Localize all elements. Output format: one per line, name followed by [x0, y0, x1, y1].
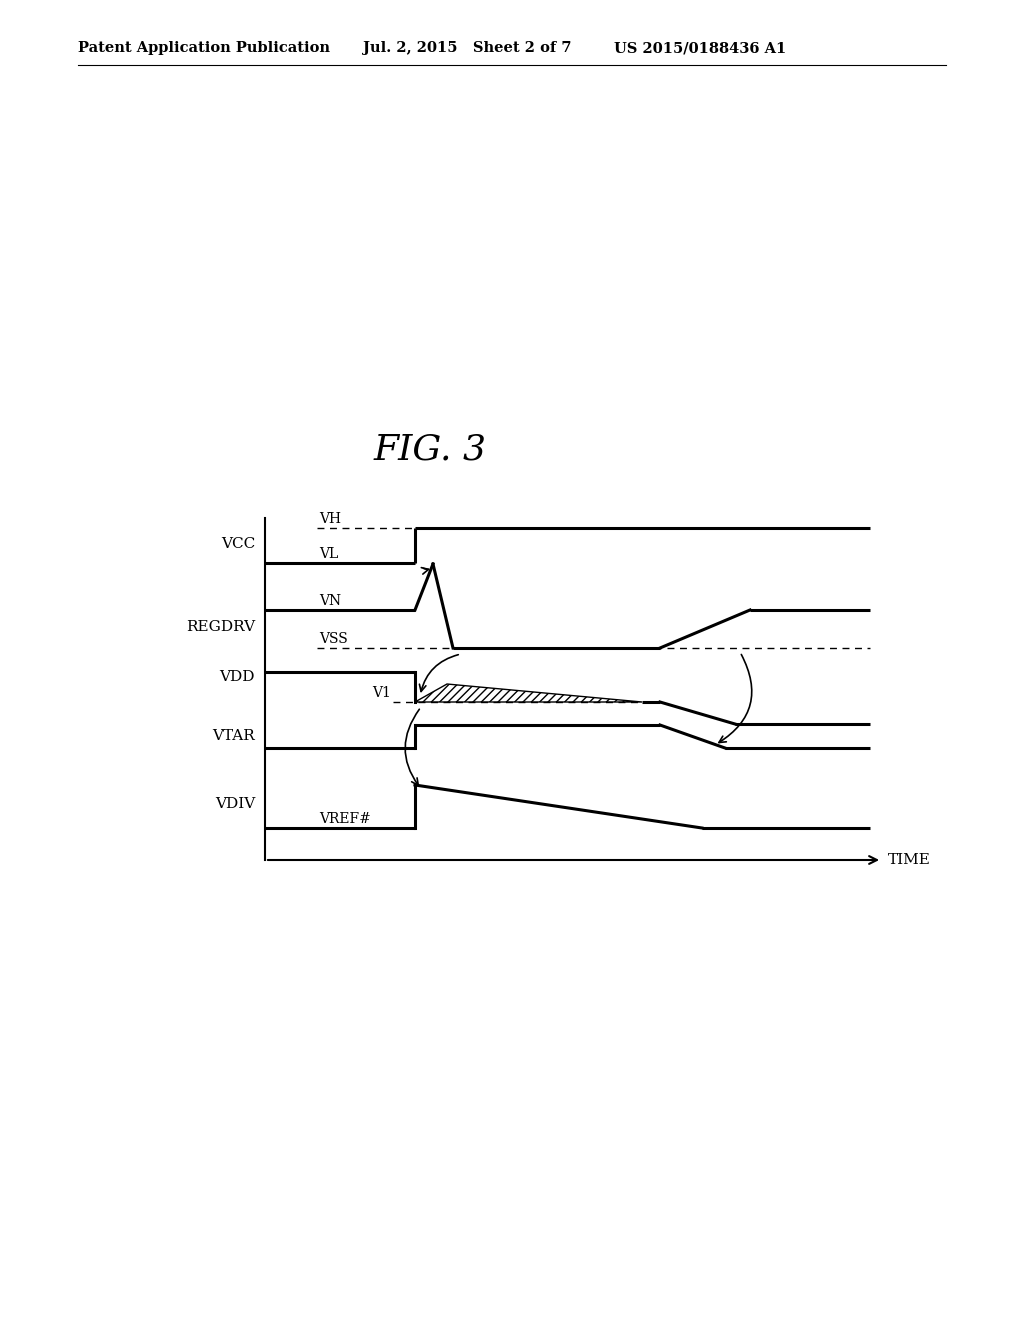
Text: VN: VN [319, 594, 341, 609]
Text: VDIV: VDIV [215, 796, 255, 810]
Text: Patent Application Publication: Patent Application Publication [78, 41, 330, 55]
Text: VCC: VCC [221, 536, 255, 550]
Text: VH: VH [319, 512, 341, 525]
Polygon shape [415, 684, 642, 702]
Text: VREF#: VREF# [319, 812, 371, 826]
Text: Jul. 2, 2015   Sheet 2 of 7: Jul. 2, 2015 Sheet 2 of 7 [362, 41, 571, 55]
Text: TIME: TIME [888, 853, 931, 867]
Text: VL: VL [319, 546, 338, 561]
Text: FIG. 3: FIG. 3 [374, 433, 486, 467]
Text: VTAR: VTAR [212, 730, 255, 743]
Text: US 2015/0188436 A1: US 2015/0188436 A1 [614, 41, 786, 55]
Text: VSS: VSS [319, 632, 348, 645]
Text: VDD: VDD [219, 671, 255, 684]
Text: REGDRV: REGDRV [186, 620, 255, 634]
Text: V1: V1 [372, 686, 391, 700]
